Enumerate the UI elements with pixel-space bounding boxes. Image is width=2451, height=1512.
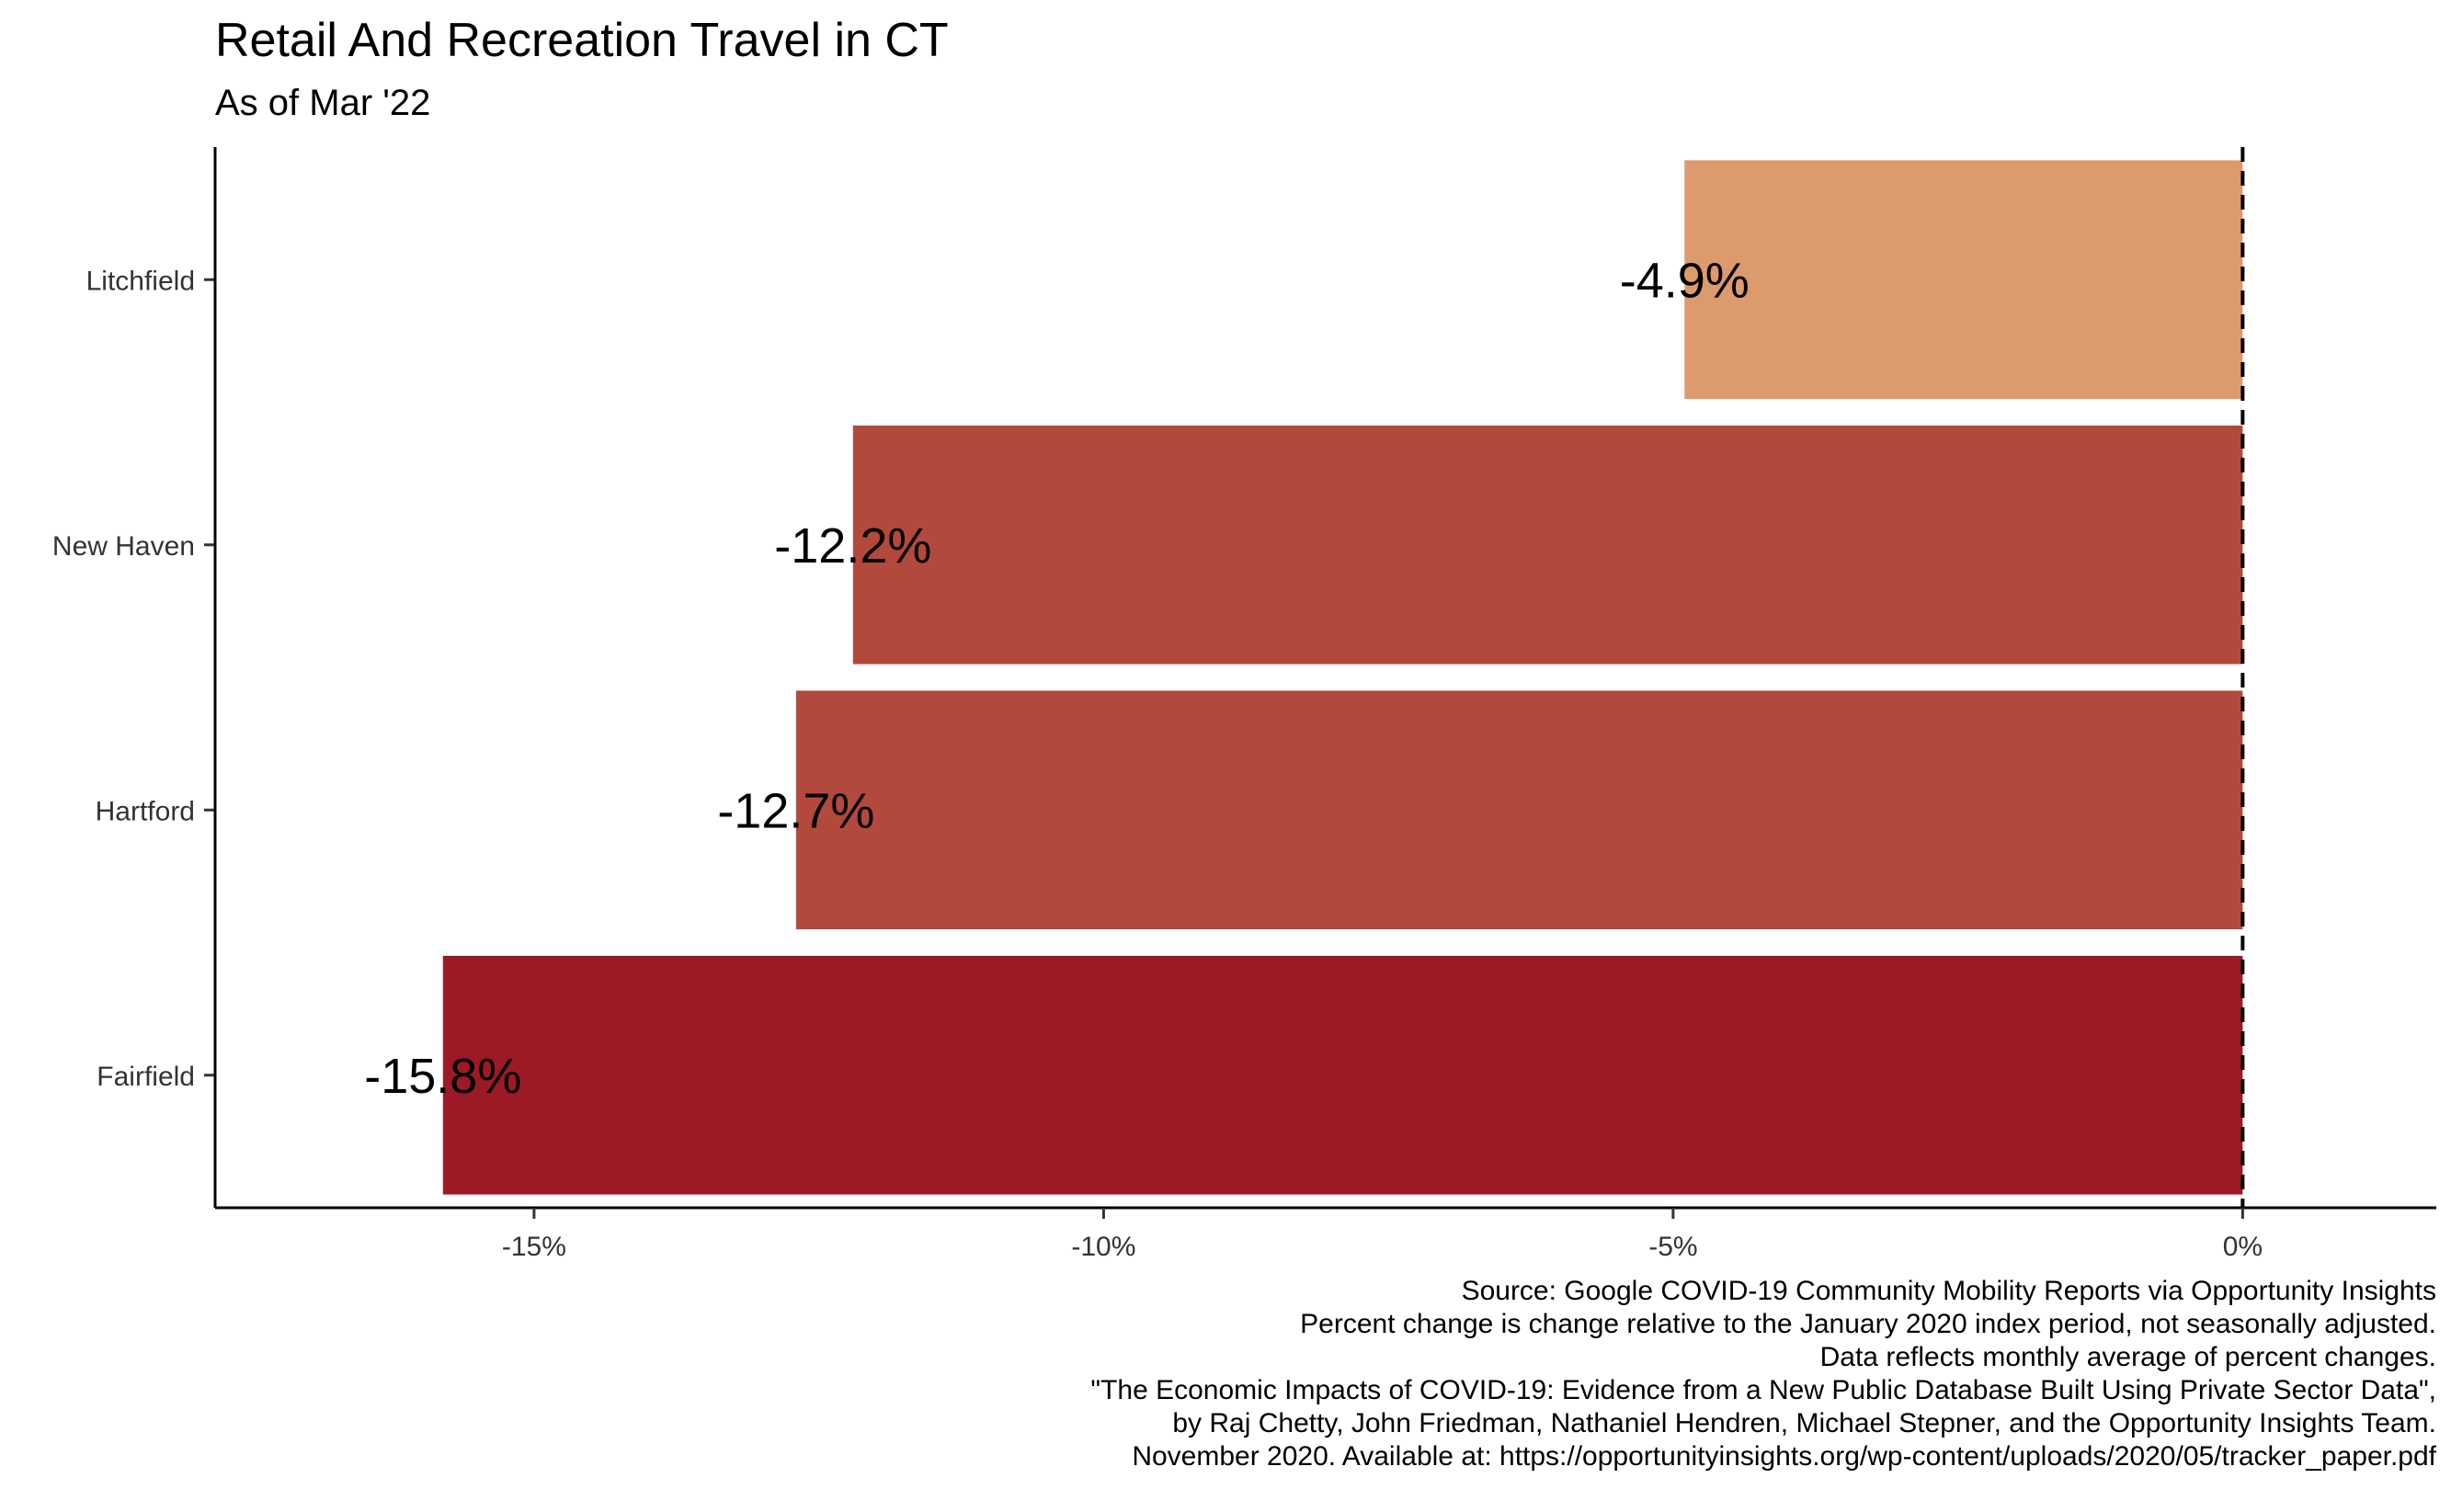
bar-fairfield	[442, 955, 2243, 1195]
x-tick-label: 0%	[2223, 1232, 2263, 1262]
caption-line: by Raj Chetty, John Friedman, Nathaniel …	[1172, 1408, 2436, 1438]
data-label: -15.8%	[364, 1049, 521, 1104]
y-tick-label: Hartford	[96, 796, 195, 826]
bar-hartford	[795, 690, 2243, 930]
chart-title: Retail And Recreation Travel in CT	[215, 14, 949, 67]
caption-line: November 2020. Available at: https://opp…	[1132, 1441, 2436, 1472]
x-tick-label: -15%	[502, 1232, 566, 1262]
data-label: -12.7%	[717, 783, 874, 838]
caption-line: "The Economic Impacts of COVID-19: Evide…	[1090, 1375, 2436, 1405]
caption-line: Data reflects monthly average of percent…	[1819, 1342, 2436, 1372]
y-tick-label: Fairfield	[97, 1062, 195, 1092]
data-label: -4.9%	[1620, 253, 1750, 308]
bar-litchfield	[1684, 160, 2243, 400]
y-tick-label: Litchfield	[86, 266, 195, 296]
caption-line: Source: Google COVID-19 Community Mobili…	[1461, 1276, 2436, 1306]
bar-new-haven	[852, 425, 2243, 665]
x-tick-label: -5%	[1648, 1232, 1697, 1262]
caption-line: Percent change is change relative to the…	[1300, 1309, 2436, 1339]
x-tick-label: -10%	[1071, 1232, 1135, 1262]
source-caption: Source: Google COVID-19 Community Mobili…	[1090, 1275, 2436, 1473]
data-label: -12.2%	[774, 518, 931, 574]
chart-subtitle: As of Mar '22	[215, 83, 431, 123]
y-tick-label: New Haven	[52, 531, 195, 562]
